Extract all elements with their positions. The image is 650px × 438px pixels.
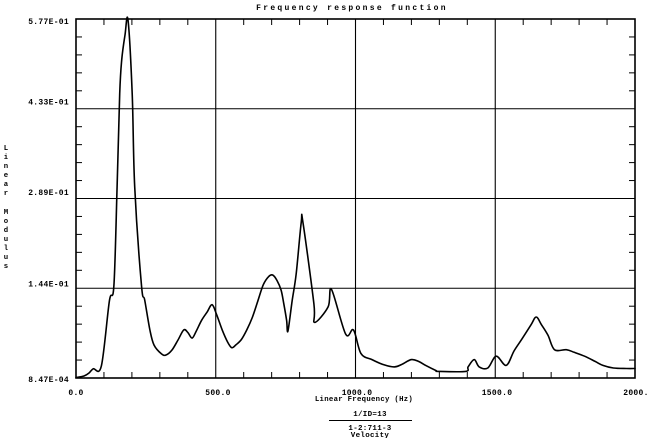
svg-text:Linear Frequency (Hz): Linear Frequency (Hz) bbox=[315, 396, 413, 404]
svg-text:M: M bbox=[4, 209, 9, 217]
svg-text:500.0: 500.0 bbox=[205, 389, 231, 398]
svg-text:a: a bbox=[4, 181, 9, 189]
svg-text:i: i bbox=[4, 154, 9, 162]
svg-text:L: L bbox=[4, 145, 8, 153]
svg-text:u: u bbox=[4, 254, 8, 262]
svg-text:n: n bbox=[4, 163, 8, 171]
svg-text:o: o bbox=[4, 218, 9, 226]
svg-text:r: r bbox=[4, 190, 8, 198]
svg-text:s: s bbox=[4, 263, 8, 271]
svg-text:8.47E-04: 8.47E-04 bbox=[28, 376, 69, 385]
svg-text:u: u bbox=[4, 236, 8, 244]
svg-text:d: d bbox=[4, 227, 8, 235]
svg-text:1.44E-01: 1.44E-01 bbox=[28, 281, 69, 290]
svg-text:Frequency response function: Frequency response function bbox=[256, 4, 448, 13]
svg-text:l: l bbox=[4, 245, 9, 253]
svg-text:5.77E-01: 5.77E-01 bbox=[28, 18, 69, 27]
svg-text:2000.: 2000. bbox=[623, 389, 649, 398]
svg-text:1500.0: 1500.0 bbox=[482, 389, 513, 398]
svg-text:2.89E-01: 2.89E-01 bbox=[28, 189, 69, 198]
svg-text:e: e bbox=[4, 172, 9, 180]
svg-text:4.33E-01: 4.33E-01 bbox=[28, 99, 69, 108]
svg-text:Velocity: Velocity bbox=[351, 432, 390, 438]
svg-text:0.0: 0.0 bbox=[68, 389, 83, 398]
svg-text:1/ID=13: 1/ID=13 bbox=[353, 411, 387, 419]
